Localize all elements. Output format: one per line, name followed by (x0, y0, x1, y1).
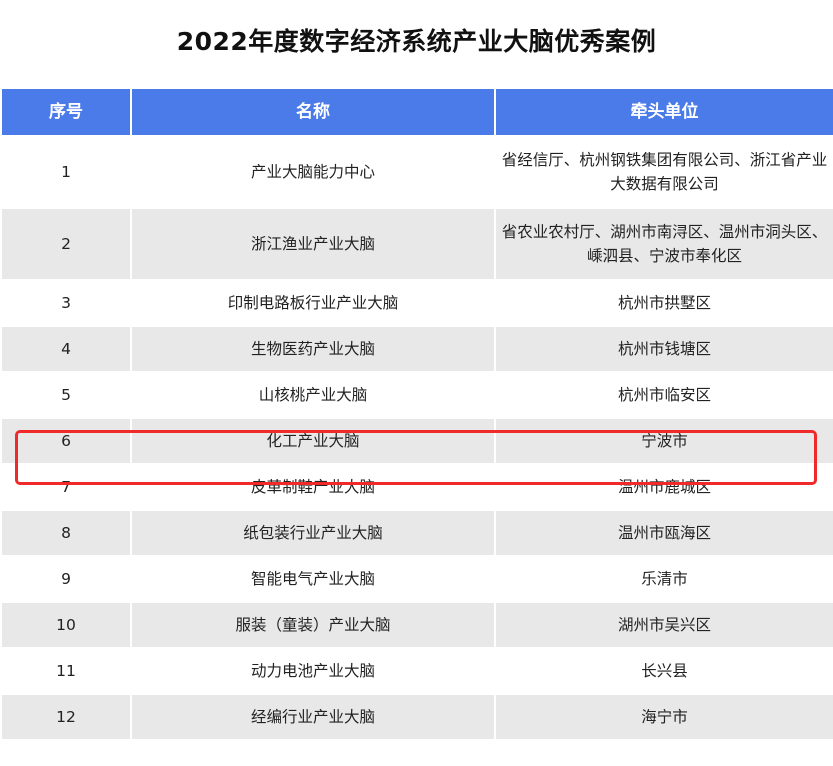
table-row: 12 经编行业产业大脑 海宁市 (0, 693, 833, 741)
table-row: 8 纸包装行业产业大脑 温州市瓯海区 (0, 509, 833, 557)
cell-no: 7 (0, 463, 132, 511)
cell-no: 2 (0, 207, 132, 281)
cell-no: 9 (0, 555, 132, 603)
table-row: 1 产业大脑能力中心 省经信厅、杭州钢铁集团有限公司、浙江省产业大数据有限公司 (0, 135, 833, 209)
header-no: 序号 (0, 87, 132, 137)
cell-name: 服装（童装）产业大脑 (130, 601, 496, 649)
cell-no: 12 (0, 693, 132, 741)
cell-no: 5 (0, 371, 132, 419)
cell-lead: 省经信厅、杭州钢铁集团有限公司、浙江省产业大数据有限公司 (494, 135, 833, 209)
cell-name: 山核桃产业大脑 (130, 371, 496, 419)
cell-no: 8 (0, 509, 132, 557)
cell-lead: 省农业农村厅、湖州市南浔区、温州市洞头区、嵊泗县、宁波市奉化区 (494, 207, 833, 281)
cell-lead: 海宁市 (494, 693, 833, 741)
cell-name: 产业大脑能力中心 (130, 135, 496, 209)
cell-name: 化工产业大脑 (130, 417, 496, 465)
cell-name: 动力电池产业大脑 (130, 647, 496, 695)
table-row: 10 服装（童装）产业大脑 湖州市吴兴区 (0, 601, 833, 649)
cell-lead: 湖州市吴兴区 (494, 601, 833, 649)
table-header-row: 序号 名称 牵头单位 (0, 87, 833, 137)
cell-no: 4 (0, 325, 132, 373)
cases-table: 序号 名称 牵头单位 1 产业大脑能力中心 省经信厅、杭州钢铁集团有限公司、浙江省产… (0, 87, 833, 741)
table-row: 5 山核桃产业大脑 杭州市临安区 (0, 371, 833, 419)
cell-no: 1 (0, 135, 132, 209)
table-row: 11 动力电池产业大脑 长兴县 (0, 647, 833, 695)
cell-no: 11 (0, 647, 132, 695)
cell-no: 10 (0, 601, 132, 649)
cell-name: 纸包装行业产业大脑 (130, 509, 496, 557)
table-row: 9 智能电气产业大脑 乐清市 (0, 555, 833, 603)
header-name: 名称 (130, 87, 496, 137)
cell-lead: 温州市瓯海区 (494, 509, 833, 557)
table-row: 3 印制电路板行业产业大脑 杭州市拱墅区 (0, 279, 833, 327)
table-row: 2 浙江渔业产业大脑 省农业农村厅、湖州市南浔区、温州市洞头区、嵊泗县、宁波市奉化区 (0, 207, 833, 281)
header-lead: 牵头单位 (494, 87, 833, 137)
cell-lead: 温州市鹿城区 (494, 463, 833, 511)
cell-lead: 杭州市临安区 (494, 371, 833, 419)
cell-lead: 长兴县 (494, 647, 833, 695)
cell-no: 3 (0, 279, 132, 327)
cell-name: 经编行业产业大脑 (130, 693, 496, 741)
cell-no: 6 (0, 417, 132, 465)
cell-lead: 杭州市钱塘区 (494, 325, 833, 373)
cell-lead: 乐清市 (494, 555, 833, 603)
cell-name: 皮革制鞋产业大脑 (130, 463, 496, 511)
table-row: 7 皮革制鞋产业大脑 温州市鹿城区 (0, 463, 833, 511)
page-title: 2022年度数字经济系统产业大脑优秀案例 (176, 27, 657, 56)
table-row: 6 化工产业大脑 宁波市 (0, 417, 833, 465)
cell-lead: 宁波市 (494, 417, 833, 465)
cell-name: 印制电路板行业产业大脑 (130, 279, 496, 327)
cell-name: 生物医药产业大脑 (130, 325, 496, 373)
cell-lead: 杭州市拱墅区 (494, 279, 833, 327)
cell-name: 浙江渔业产业大脑 (130, 207, 496, 281)
cell-name: 智能电气产业大脑 (130, 555, 496, 603)
table-row: 4 生物医药产业大脑 杭州市钱塘区 (0, 325, 833, 373)
